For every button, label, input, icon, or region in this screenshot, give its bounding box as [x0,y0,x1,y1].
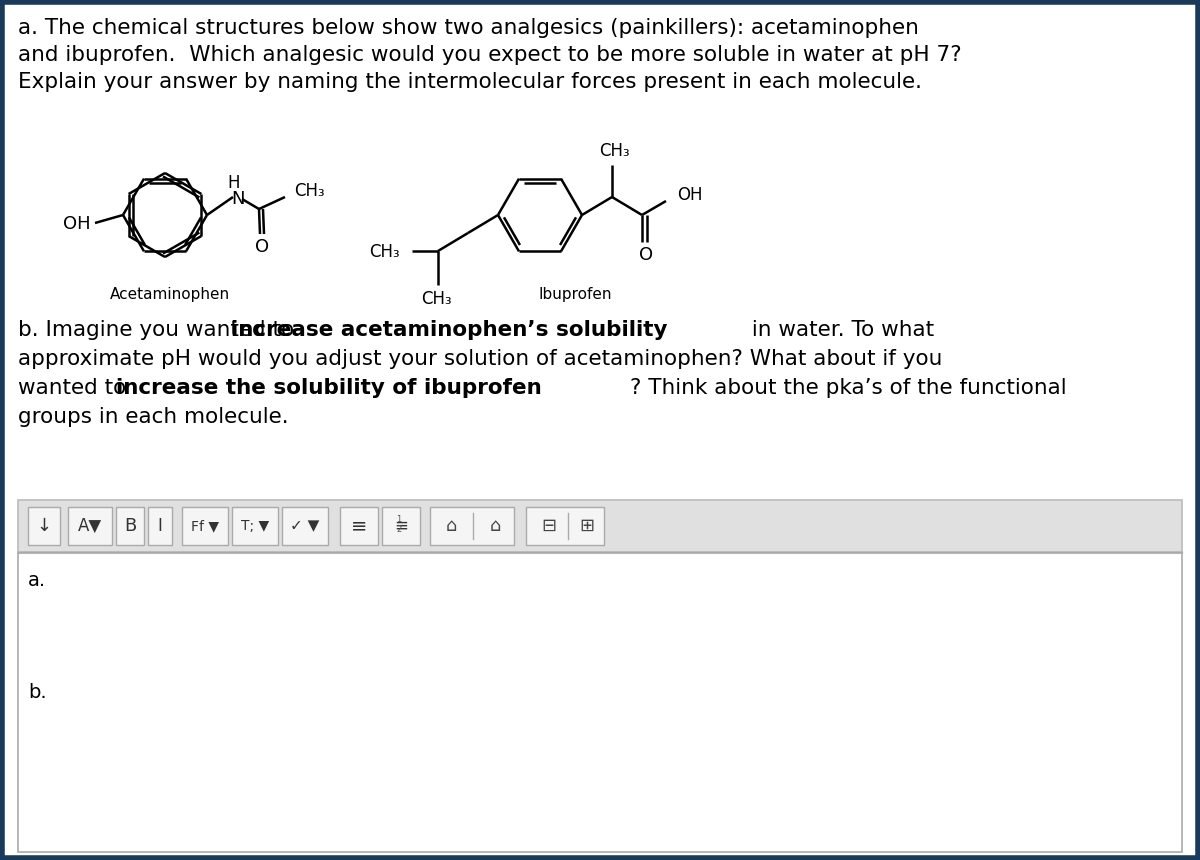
Text: increase the solubility of ibuprofen: increase the solubility of ibuprofen [116,378,541,398]
Text: 2: 2 [396,525,402,533]
Text: CH₃: CH₃ [368,243,400,261]
FancyBboxPatch shape [116,507,144,545]
Text: T; ▼: T; ▼ [241,519,269,533]
Text: H: H [228,174,240,192]
Text: 1: 1 [396,514,402,524]
Text: ⌂: ⌂ [490,517,500,535]
Text: ? Think about the pka’s of the functional: ? Think about the pka’s of the functiona… [630,378,1067,398]
Text: ≡: ≡ [350,517,367,536]
FancyBboxPatch shape [182,507,228,545]
Text: CH₃: CH₃ [294,182,324,200]
Text: ⊟: ⊟ [541,517,557,535]
FancyBboxPatch shape [526,507,604,545]
Text: A▼: A▼ [78,517,102,535]
Text: O: O [254,238,269,256]
Text: a. The chemical structures below show two analgesics (painkillers): acetaminophe: a. The chemical structures below show tw… [18,18,919,38]
Text: ↓: ↓ [36,517,52,535]
Text: Ff ▼: Ff ▼ [191,519,220,533]
Text: ⊞: ⊞ [580,517,594,535]
FancyBboxPatch shape [28,507,60,545]
Text: Ibuprofen: Ibuprofen [539,287,612,303]
Text: N: N [232,190,245,208]
Text: ≡: ≡ [394,517,408,535]
Text: b.: b. [28,683,47,702]
Text: B: B [124,517,136,535]
Text: approximate pH would you adjust your solution of acetaminophen? What about if yo: approximate pH would you adjust your sol… [18,349,942,369]
Text: ✓ ▼: ✓ ▼ [290,519,319,533]
FancyBboxPatch shape [382,507,420,545]
Text: OH: OH [677,186,703,204]
FancyBboxPatch shape [340,507,378,545]
FancyBboxPatch shape [18,500,1182,552]
Text: Explain your answer by naming the intermolecular forces present in each molecule: Explain your answer by naming the interm… [18,72,922,92]
Text: OH: OH [64,215,91,233]
Text: CH₃: CH₃ [421,290,451,308]
Text: Acetaminophen: Acetaminophen [110,287,230,303]
Text: increase acetaminophen’s solubility: increase acetaminophen’s solubility [230,320,667,340]
FancyBboxPatch shape [68,507,112,545]
Text: a.: a. [28,571,46,590]
FancyBboxPatch shape [18,553,1182,852]
Text: and ibuprofen.  Which analgesic would you expect to be more soluble in water at : and ibuprofen. Which analgesic would you… [18,45,961,65]
Text: O: O [638,246,653,264]
FancyBboxPatch shape [430,507,514,545]
Text: ⌂: ⌂ [445,517,457,535]
FancyBboxPatch shape [148,507,172,545]
FancyBboxPatch shape [232,507,278,545]
Text: b. Imagine you wanted to: b. Imagine you wanted to [18,320,301,340]
FancyBboxPatch shape [282,507,328,545]
Text: in water. To what: in water. To what [745,320,934,340]
Text: I: I [157,517,162,535]
Text: groups in each molecule.: groups in each molecule. [18,407,289,427]
Text: CH₃: CH₃ [599,142,629,160]
Text: wanted to: wanted to [18,378,133,398]
